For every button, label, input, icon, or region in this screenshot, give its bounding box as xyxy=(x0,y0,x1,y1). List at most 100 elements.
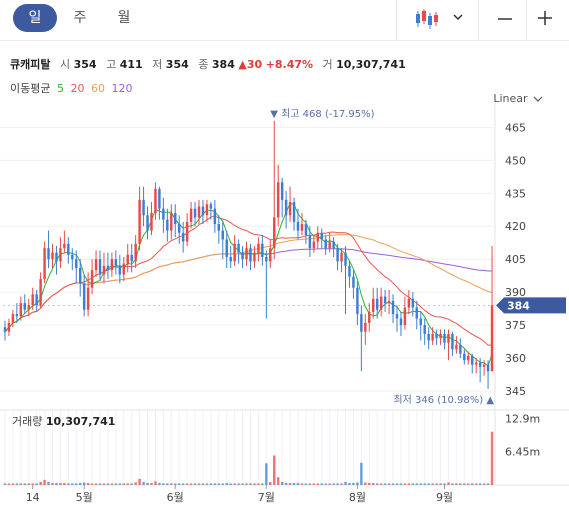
candle-body xyxy=(284,199,288,216)
volume-bar xyxy=(312,483,316,485)
ma-5: 5 xyxy=(56,82,64,95)
candle-body xyxy=(360,314,363,332)
volume-bar xyxy=(31,483,34,485)
volume-bar xyxy=(213,483,217,485)
candle-body xyxy=(273,217,276,249)
volume-bar xyxy=(217,483,221,485)
volume-bar xyxy=(166,483,169,485)
plus-icon[interactable] xyxy=(536,9,554,27)
volume-bar xyxy=(35,483,38,485)
ma-60-line xyxy=(4,234,493,333)
low-value: 354 xyxy=(165,58,189,71)
candle-body xyxy=(23,303,27,310)
close-label: 종 xyxy=(198,58,209,71)
candle-body xyxy=(7,322,11,332)
y-tick-label: 375 xyxy=(505,319,526,332)
tab-month[interactable]: 월 xyxy=(117,10,131,26)
candle-body xyxy=(435,333,438,339)
volume-bar xyxy=(197,483,201,485)
volume-bar xyxy=(237,483,240,485)
candle-body xyxy=(138,199,141,244)
candle-body xyxy=(463,353,466,361)
volume-bar xyxy=(467,483,470,485)
candle-body xyxy=(328,241,331,249)
volume-bar xyxy=(368,482,371,485)
volume-bar xyxy=(447,482,450,485)
candle-body xyxy=(300,224,304,231)
volume-bar xyxy=(383,483,387,485)
minus-icon[interactable] xyxy=(496,10,514,28)
volume-bar xyxy=(399,483,403,485)
candle-body xyxy=(185,221,189,242)
candle-body xyxy=(368,311,371,323)
high-value: 411 xyxy=(119,58,143,71)
volume-bar xyxy=(86,482,90,485)
candle-body xyxy=(114,259,118,266)
volume-bar xyxy=(320,483,323,485)
candle-body xyxy=(455,344,458,350)
candle-body xyxy=(78,267,82,284)
volume-bar xyxy=(71,483,74,485)
ma-20: 20 xyxy=(70,82,85,95)
candle-body xyxy=(391,300,395,315)
volume-bar xyxy=(209,483,213,485)
candle-body xyxy=(94,259,98,271)
stock-info-row: 큐캐피탈 시 354 고 411 저 354 종 384 ▲30 +8.47% … xyxy=(10,56,406,72)
volume-bar xyxy=(221,483,224,485)
candle-body xyxy=(15,314,19,317)
volume-bar xyxy=(174,483,177,485)
volume-bar xyxy=(146,482,149,485)
y-tick-label: 465 xyxy=(505,121,526,134)
max-annotation: ▼ 최고 468 (-17.95%) xyxy=(270,108,374,120)
volume-bar xyxy=(403,483,407,485)
candle-body xyxy=(39,278,42,306)
ma-120-line xyxy=(4,248,493,333)
volume-bar xyxy=(490,431,494,485)
volume-bar xyxy=(43,479,46,485)
candle-body xyxy=(474,362,478,365)
candle-body xyxy=(336,248,339,262)
chevron-down-icon[interactable] xyxy=(452,12,464,22)
candle-body xyxy=(296,221,300,231)
ma-120: 120 xyxy=(111,82,133,95)
chevron-down-icon xyxy=(533,96,543,102)
y-tick-label: 405 xyxy=(505,253,526,266)
scale-mode-selector[interactable]: Linear xyxy=(493,92,543,105)
volume-bar xyxy=(451,483,454,485)
candle-body xyxy=(67,243,70,255)
volume-bar xyxy=(106,483,110,485)
tab-day[interactable]: 일 xyxy=(13,4,57,32)
candle-body xyxy=(253,252,256,262)
volume-tick-label: 6.45m xyxy=(505,446,540,459)
tab-week[interactable]: 주 xyxy=(73,10,87,26)
volume-bar xyxy=(463,483,466,485)
candle-body xyxy=(134,243,137,262)
volume-bar xyxy=(27,483,30,485)
candlestick-icon[interactable] xyxy=(414,8,440,30)
volume-label: 거 xyxy=(322,58,333,71)
candle-body xyxy=(249,248,252,262)
candle-body xyxy=(352,276,355,288)
x-tick-label: 14 xyxy=(26,491,40,504)
volume-bar xyxy=(427,483,430,485)
x-tick-label: 8월 xyxy=(349,491,366,504)
candle-body xyxy=(47,248,50,260)
volume-bar xyxy=(67,483,70,485)
candle-body xyxy=(213,208,217,225)
candle-body xyxy=(486,364,490,372)
candle-body xyxy=(11,314,15,323)
volume-bar xyxy=(55,482,58,485)
volume-bar xyxy=(292,482,296,485)
candle-body xyxy=(403,307,407,326)
candle-body xyxy=(276,182,280,218)
volume-bar xyxy=(90,483,94,485)
candle-body xyxy=(27,305,30,310)
volume-bar xyxy=(486,483,490,485)
volume-bar xyxy=(193,483,197,485)
volume-label: 거래량 10,307,741 xyxy=(12,415,115,428)
moving-average-legend[interactable]: 이동평균 5 20 60 120 xyxy=(10,80,132,96)
candle-body xyxy=(225,239,228,257)
candle-body xyxy=(478,362,482,367)
stock-name: 큐캐피탈 xyxy=(10,58,51,71)
